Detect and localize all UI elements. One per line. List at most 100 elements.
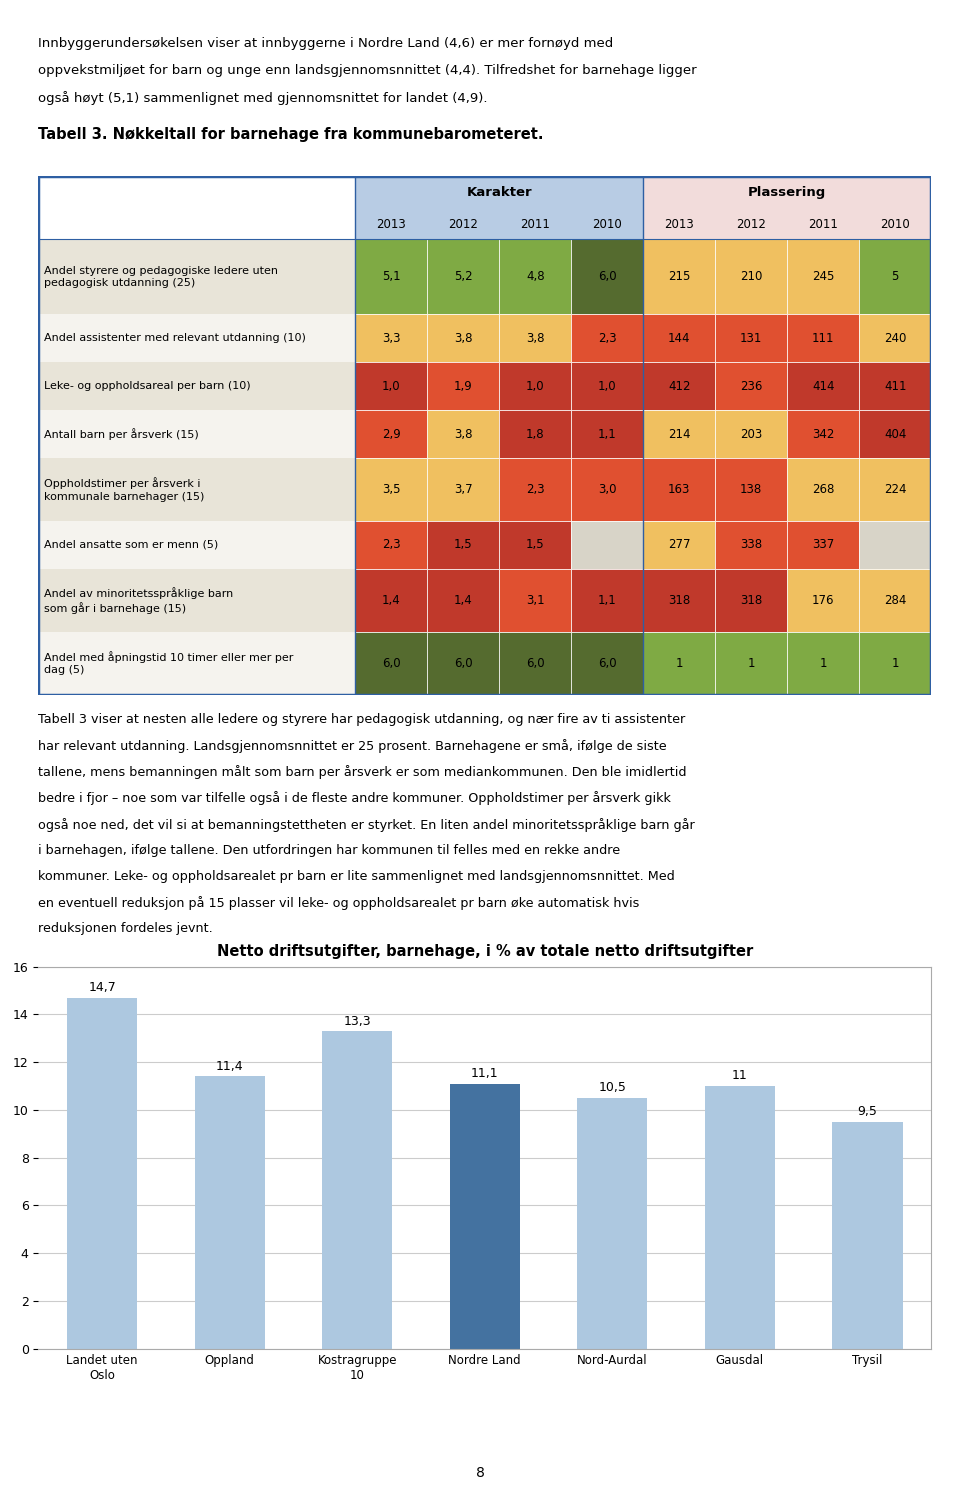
Bar (499, 210, 571, 240)
Text: 1,5: 1,5 (454, 538, 472, 551)
Bar (499, 240, 571, 315)
Bar (859, 410, 931, 458)
Bar (643, 177, 931, 210)
Text: 163: 163 (668, 482, 690, 496)
Bar (499, 458, 571, 521)
Bar (859, 210, 931, 240)
Text: 2011: 2011 (520, 217, 550, 231)
Text: Oppholdstimer per årsverk i
kommunale barnehager (15): Oppholdstimer per årsverk i kommunale ba… (44, 478, 204, 502)
Text: 2013: 2013 (376, 217, 406, 231)
Text: 3,8: 3,8 (526, 331, 544, 345)
Text: 240: 240 (884, 331, 906, 345)
Bar (715, 458, 787, 521)
Bar (427, 315, 499, 363)
Text: 1,5: 1,5 (526, 538, 544, 551)
Text: 318: 318 (668, 593, 690, 607)
Text: 337: 337 (812, 538, 834, 551)
Bar (427, 458, 499, 521)
Text: 13,3: 13,3 (344, 1014, 372, 1028)
Bar (571, 240, 643, 315)
Text: 268: 268 (812, 482, 834, 496)
Bar (355, 410, 427, 458)
Bar (571, 410, 643, 458)
Text: 404: 404 (884, 427, 906, 440)
Text: Innbyggerundersøkelsen viser at innbyggerne i Nordre Land (4,6) er mer fornøyd m: Innbyggerundersøkelsen viser at innbygge… (38, 37, 613, 51)
Text: 11: 11 (732, 1070, 748, 1083)
Bar (832, 1122, 902, 1348)
Bar (571, 363, 643, 410)
Bar (643, 315, 715, 363)
Text: 1: 1 (820, 656, 827, 670)
Bar (499, 410, 571, 458)
Bar (787, 363, 859, 410)
Bar (355, 240, 427, 315)
Text: også noe ned, det vil si at bemanningstettheten er styrket. En liten andel minor: også noe ned, det vil si at bemanningste… (38, 818, 695, 831)
Bar (787, 240, 859, 315)
Text: 3,0: 3,0 (598, 482, 616, 496)
Bar (715, 521, 787, 569)
Text: 2,3: 2,3 (382, 538, 400, 551)
Bar (859, 315, 931, 363)
Text: Antall barn per årsverk (15): Antall barn per årsverk (15) (44, 428, 199, 440)
Bar (715, 410, 787, 458)
Text: 3,1: 3,1 (526, 593, 544, 607)
Bar (38, 458, 355, 521)
Text: 11,4: 11,4 (216, 1061, 244, 1073)
Bar (355, 521, 427, 569)
Bar (643, 521, 715, 569)
Bar (571, 569, 643, 632)
Bar (715, 363, 787, 410)
Bar (643, 458, 715, 521)
Text: 111: 111 (812, 331, 834, 345)
Text: 5,2: 5,2 (454, 270, 472, 283)
Text: 1,4: 1,4 (454, 593, 472, 607)
Bar (38, 315, 355, 363)
Bar (571, 521, 643, 569)
Text: 236: 236 (740, 379, 762, 392)
Bar (499, 569, 571, 632)
Title: Netto driftsutgifter, barnehage, i % av totale netto driftsutgifter: Netto driftsutgifter, barnehage, i % av … (217, 944, 753, 959)
Text: 6,0: 6,0 (598, 270, 616, 283)
Bar (787, 458, 859, 521)
Bar (715, 569, 787, 632)
Text: 6,0: 6,0 (598, 656, 616, 670)
Text: 1,0: 1,0 (598, 379, 616, 392)
Bar (787, 632, 859, 695)
Bar (859, 569, 931, 632)
Bar (355, 569, 427, 632)
Bar (355, 632, 427, 695)
Bar (38, 363, 355, 410)
Text: 6,0: 6,0 (454, 656, 472, 670)
Bar (67, 998, 137, 1348)
Bar (643, 632, 715, 695)
Text: 414: 414 (812, 379, 834, 392)
Text: 1: 1 (748, 656, 755, 670)
Text: 176: 176 (812, 593, 834, 607)
Bar (715, 240, 787, 315)
Text: tallene, mens bemanningen målt som barn per årsverk er som mediankommunen. Den b: tallene, mens bemanningen målt som barn … (38, 765, 687, 779)
Text: 1,8: 1,8 (526, 427, 544, 440)
Text: 318: 318 (740, 593, 762, 607)
Text: 2,3: 2,3 (598, 331, 616, 345)
Bar (38, 569, 355, 632)
Bar (427, 240, 499, 315)
Text: Andel med åpningstid 10 timer eller mer per
dag (5): Andel med åpningstid 10 timer eller mer … (44, 652, 293, 676)
Bar (195, 1077, 265, 1348)
Text: også høyt (5,1) sammenlignet med gjennomsnittet for landet (4,9).: også høyt (5,1) sammenlignet med gjennom… (38, 91, 488, 105)
Text: 210: 210 (740, 270, 762, 283)
Text: 10,5: 10,5 (598, 1082, 626, 1095)
Text: 412: 412 (668, 379, 690, 392)
Bar (499, 315, 571, 363)
Text: 4,8: 4,8 (526, 270, 544, 283)
Bar (571, 632, 643, 695)
Text: 5: 5 (892, 270, 899, 283)
Bar (38, 632, 355, 695)
Bar (38, 240, 355, 315)
Text: 214: 214 (668, 427, 690, 440)
Bar (571, 210, 643, 240)
Bar (499, 521, 571, 569)
Bar (715, 210, 787, 240)
Bar (577, 1098, 647, 1348)
Text: 3,8: 3,8 (454, 331, 472, 345)
Bar (705, 1086, 775, 1348)
